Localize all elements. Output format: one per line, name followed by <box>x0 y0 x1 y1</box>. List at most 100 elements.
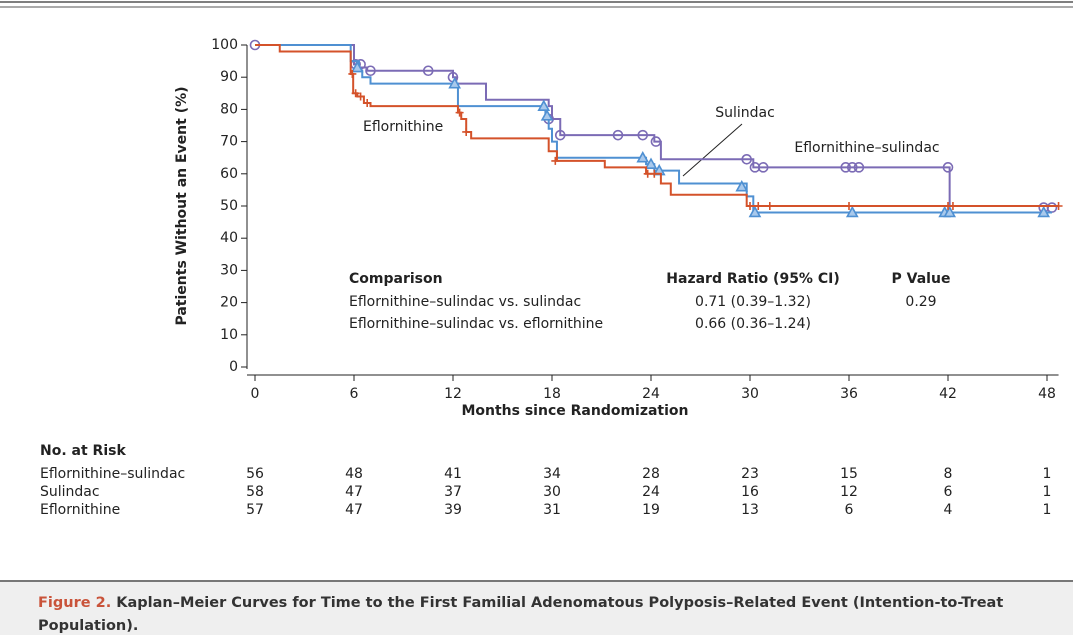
x-tick-label: 12 <box>444 386 462 402</box>
risk-count: 57 <box>246 502 264 518</box>
risk-count: 23 <box>741 466 759 482</box>
comparison-cell: 0.29 <box>905 294 936 310</box>
censor-mark <box>846 162 858 173</box>
censor-mark <box>462 127 471 136</box>
x-tick-label: 0 <box>251 386 260 402</box>
censor-mark <box>845 205 859 218</box>
risk-count: 13 <box>741 502 759 518</box>
censor-mark <box>845 202 853 210</box>
risk-count: 6 <box>944 484 953 500</box>
x-tick-label: 42 <box>939 386 957 402</box>
y-tick-label: 30 <box>220 262 238 278</box>
caption-box: Figure 2. Kaplan–Meier Curves for Time t… <box>0 580 1073 635</box>
y-axis-label: Patients Without an Event (%) <box>174 86 190 325</box>
y-tick-label: 20 <box>220 295 238 311</box>
x-tick-label: 18 <box>543 386 561 402</box>
comparison-header: P Value <box>892 271 951 287</box>
y-tick-label: 60 <box>220 166 238 182</box>
risk-count: 56 <box>246 466 264 482</box>
series-label: Eflornithine–sulindac <box>794 140 939 156</box>
risk-count: 19 <box>642 502 660 518</box>
y-tick-label: 10 <box>220 327 238 343</box>
risk-count: 47 <box>345 502 363 518</box>
risk-count: 4 <box>944 502 953 518</box>
censor-mark <box>840 162 852 173</box>
censor-mark <box>540 109 554 121</box>
y-tick-label: 70 <box>220 134 238 150</box>
caption-text: Kaplan–Meier Curves for Time to the Firs… <box>38 595 1004 634</box>
censor-mark <box>612 129 624 141</box>
x-tick-label: 24 <box>642 386 660 402</box>
censor-mark <box>942 162 954 173</box>
censor-mark <box>853 162 865 173</box>
censor-mark <box>748 205 762 218</box>
censor-mark <box>735 180 749 192</box>
x-tick-label: 30 <box>741 386 759 402</box>
risk-count: 41 <box>444 466 462 482</box>
risk-count: 39 <box>444 502 462 518</box>
censor-mark <box>765 202 774 210</box>
risk-row-name: Sulindac <box>40 484 100 500</box>
risk-row-name: Eflornithine–sulindac <box>40 466 185 482</box>
series-label: Eflornithine <box>363 119 443 135</box>
censor-mark <box>741 154 753 165</box>
y-tick-label: 80 <box>220 101 238 117</box>
risk-count: 1 <box>1043 466 1052 482</box>
x-tick-label: 36 <box>840 386 858 402</box>
y-tick-label: 50 <box>220 198 238 214</box>
censor-mark <box>350 60 364 73</box>
risk-table-title: No. at Risk <box>40 443 126 459</box>
series-label: Sulindac <box>715 105 775 121</box>
risk-count: 12 <box>840 484 858 500</box>
risk-count: 58 <box>246 484 264 500</box>
risk-count: 16 <box>741 484 759 500</box>
risk-count: 15 <box>840 466 858 482</box>
risk-count: 1 <box>1043 484 1052 500</box>
risk-count: 37 <box>444 484 462 500</box>
censor-mark <box>356 92 365 101</box>
risk-count: 6 <box>845 502 854 518</box>
censor-mark <box>365 65 376 77</box>
risk-count: 47 <box>345 484 363 500</box>
comparison-header: Hazard Ratio (95% CI) <box>666 271 839 287</box>
censor-mark <box>650 169 659 178</box>
risk-count: 31 <box>543 502 561 518</box>
y-tick-label: 40 <box>220 230 238 246</box>
comparison-cell: Eflornithine–sulindac vs. sulindac <box>349 294 581 310</box>
censor-mark <box>1054 202 1063 210</box>
censor-mark <box>554 129 566 141</box>
comparison-cell: 0.66 (0.36–1.24) <box>695 316 811 332</box>
risk-count: 1 <box>1043 502 1052 518</box>
censor-mark <box>746 202 754 210</box>
censor-mark <box>448 76 462 89</box>
km-curve <box>255 44 1059 207</box>
risk-count: 24 <box>642 484 660 500</box>
censor-mark <box>948 202 957 210</box>
y-tick-label: 100 <box>211 37 238 53</box>
comparison-cell: 0.71 (0.39–1.32) <box>695 294 811 310</box>
censor-mark <box>637 129 649 141</box>
x-tick-label: 48 <box>1038 386 1056 402</box>
risk-count: 8 <box>944 466 953 482</box>
censor-mark <box>636 151 650 163</box>
y-tick-label: 90 <box>220 69 238 85</box>
risk-row-name: Eflornithine <box>40 502 120 518</box>
censor-mark <box>363 98 372 107</box>
y-tick-label: 0 <box>229 359 238 375</box>
censor-mark <box>422 65 434 77</box>
risk-count: 30 <box>543 484 561 500</box>
x-tick-label: 6 <box>350 386 359 402</box>
censor-mark <box>455 108 464 117</box>
censor-mark <box>537 99 551 111</box>
comparison-header: Comparison <box>349 271 443 287</box>
censor-mark <box>644 157 658 169</box>
risk-count: 48 <box>345 466 363 482</box>
censor-mark <box>754 202 763 210</box>
risk-count: 28 <box>642 466 660 482</box>
caption: Figure 2. Kaplan–Meier Curves for Time t… <box>38 592 1048 635</box>
chart: Months since Randomization Patients With… <box>0 1 1073 518</box>
censor-mark <box>943 205 957 218</box>
annotation-leader <box>682 123 743 177</box>
censor-mark <box>650 136 662 147</box>
